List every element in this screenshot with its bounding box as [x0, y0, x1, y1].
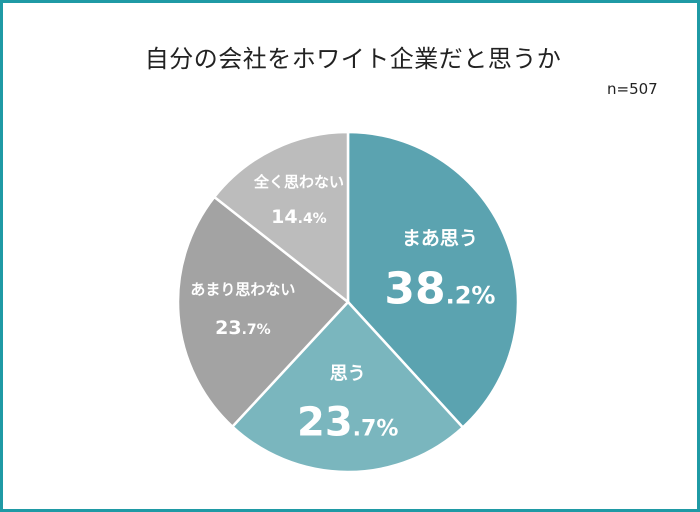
slice-label-1: まあ思う [402, 227, 478, 249]
pie-slice-4 [212, 130, 350, 305]
sample-size: n=507 [607, 80, 658, 98]
slice-label-3: あまり思わない [190, 280, 295, 298]
slice-value-3: 23.7% [215, 317, 271, 339]
pie-slice-3 [176, 195, 350, 429]
slice-label-2: 思う [330, 364, 366, 385]
pie-slice-1 [346, 130, 520, 430]
slice-value-4: 14.4% [271, 206, 327, 228]
slice-value-2: 23.7% [297, 400, 398, 446]
chart-title: 自分の会社をホワイト企業だと思うか [144, 45, 562, 73]
slice-value-1: 38.2% [384, 263, 495, 314]
pie-slice-2 [230, 300, 465, 474]
slice-label-4: 全く思わない [253, 173, 344, 191]
